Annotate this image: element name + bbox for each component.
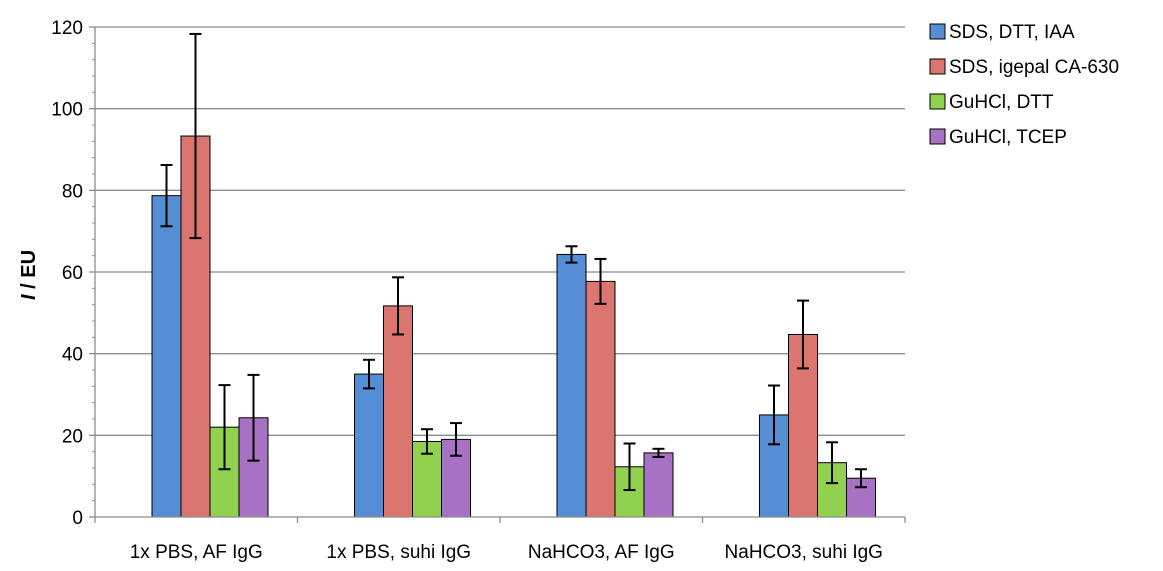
- y-tick-label: 20: [62, 426, 83, 447]
- y-tick-label: 60: [62, 263, 83, 284]
- gridlines: [95, 26, 905, 436]
- x-category-label: 1x PBS, AF IgG: [130, 542, 263, 563]
- bars: [151, 135, 876, 518]
- legend-swatch: [929, 23, 946, 40]
- x-category-labels: 1x PBS, AF IgG 1x PBS, suhi IgG NaHCO3, AF…: [130, 542, 883, 563]
- bar: [556, 253, 587, 518]
- bar: [151, 195, 182, 518]
- legend: SDS, DTT, IAA SDS, igepal CA-630 GuHCl, DT…: [929, 22, 1119, 148]
- y-tick-label: 80: [62, 181, 83, 202]
- legend-label: GuHCl, TCEP: [949, 127, 1067, 148]
- error-bars: [160, 32, 867, 492]
- bar: [585, 280, 616, 518]
- y-tick-labels: 0 20 40 60 80 100 120: [51, 18, 83, 529]
- legend-swatch: [929, 58, 946, 75]
- bar: [354, 373, 384, 518]
- legend-label: SDS, igepal CA-630: [949, 57, 1119, 78]
- y-tick-label: 120: [51, 18, 83, 39]
- bar: [643, 452, 674, 518]
- x-category-label: NaHCO3, AF IgG: [528, 542, 675, 563]
- y-axis-label-italic: I: [18, 294, 40, 300]
- x-category-label: 1x PBS, suhi IgG: [326, 542, 471, 563]
- bar: [383, 305, 413, 518]
- y-tick-label: 100: [51, 100, 83, 121]
- legend-label: SDS, DTT, IAA: [949, 22, 1075, 43]
- legend-swatch: [929, 93, 946, 110]
- axes: [89, 26, 906, 523]
- y-tick-label: 40: [62, 345, 83, 366]
- y-tick-label: 0: [72, 508, 83, 529]
- legend-label: GuHCl, DTT: [949, 92, 1054, 113]
- y-axis-label-unit: / EU: [18, 250, 40, 294]
- y-axis-label: I / EU: [18, 250, 40, 300]
- x-category-label: NaHCO3, suhi IgG: [725, 542, 883, 563]
- legend-swatch: [929, 128, 946, 145]
